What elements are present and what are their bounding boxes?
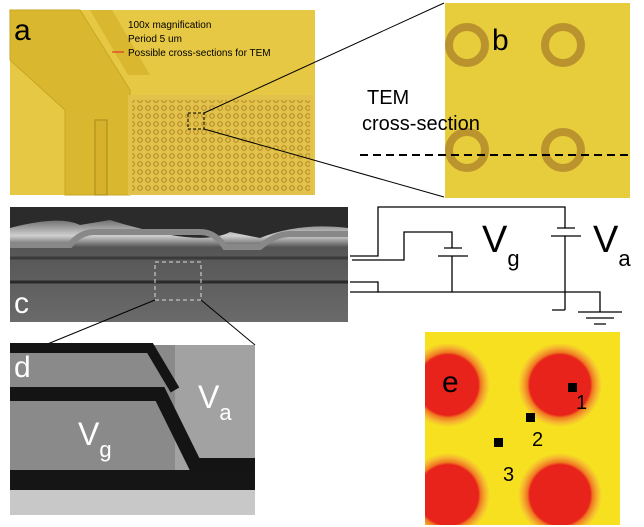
- zoom-line: [203, 128, 445, 198]
- shape: V: [482, 219, 508, 261]
- shape: [10, 207, 348, 238]
- shape: [425, 343, 490, 427]
- point-label: 1: [576, 392, 587, 414]
- panel-b: b TEM cross-section: [360, 3, 630, 198]
- shape: [132, 100, 310, 192]
- annotation: cross-section: [362, 113, 480, 135]
- shape: [551, 227, 581, 237]
- point-label: 3: [503, 464, 514, 486]
- shape: V: [198, 379, 220, 415]
- shape: [425, 453, 490, 525]
- panel-d: d Vg Va: [10, 343, 255, 515]
- zoom-line: [203, 2, 445, 114]
- shape: [445, 128, 489, 172]
- shape: [350, 206, 566, 257]
- note: 100x magnification: [128, 20, 211, 31]
- shape: [578, 311, 622, 325]
- shape: [10, 490, 255, 515]
- shape: V: [78, 416, 100, 452]
- zoom-line: [200, 299, 256, 346]
- panel-a: a 100x magnification Period 5 um Possibl…: [9, 9, 315, 196]
- zoom-line: [44, 299, 156, 346]
- circuit: Vg Va: [350, 206, 631, 325]
- gate-voltage: Vg: [482, 219, 520, 271]
- shape: [541, 23, 585, 67]
- note: Period 5 um: [128, 34, 182, 45]
- shape: [518, 453, 602, 525]
- shape: [541, 128, 585, 172]
- shape: [445, 23, 585, 172]
- shape: [10, 387, 255, 472]
- shape: [350, 281, 601, 312]
- shape: g: [507, 246, 519, 271]
- panel-label: c: [14, 287, 29, 320]
- shape: [350, 291, 565, 311]
- shape: [94, 119, 108, 196]
- panel-label: b: [492, 24, 509, 57]
- shape: [187, 112, 205, 130]
- shape: [438, 247, 468, 257]
- panel-c: c: [10, 207, 348, 322]
- shape: [526, 413, 535, 422]
- panel-label: e: [442, 366, 459, 399]
- shape: [154, 261, 202, 301]
- note: Possible cross-sections for TEM: [128, 48, 271, 59]
- shape: [10, 343, 180, 393]
- region-label: Vg: [78, 416, 112, 462]
- shape: a: [618, 246, 631, 271]
- shape: [568, 383, 577, 392]
- panel-label: d: [14, 351, 31, 384]
- shape: [10, 470, 255, 490]
- shape: [494, 438, 503, 447]
- shape: [10, 229, 348, 250]
- shape: [425, 343, 602, 525]
- shape: V: [593, 219, 619, 261]
- region-label: Va: [198, 379, 232, 425]
- annotation: TEM: [367, 87, 409, 109]
- shape: [90, 10, 150, 75]
- shape: [518, 343, 602, 427]
- anode-voltage: Va: [593, 219, 631, 271]
- point-label: 2: [532, 429, 543, 451]
- shape: a: [219, 400, 232, 425]
- panel-e: e 1 2 3: [425, 332, 620, 525]
- shape: [352, 231, 453, 261]
- shape: g: [99, 437, 111, 462]
- panel-label: a: [14, 14, 31, 47]
- shape: [445, 23, 489, 67]
